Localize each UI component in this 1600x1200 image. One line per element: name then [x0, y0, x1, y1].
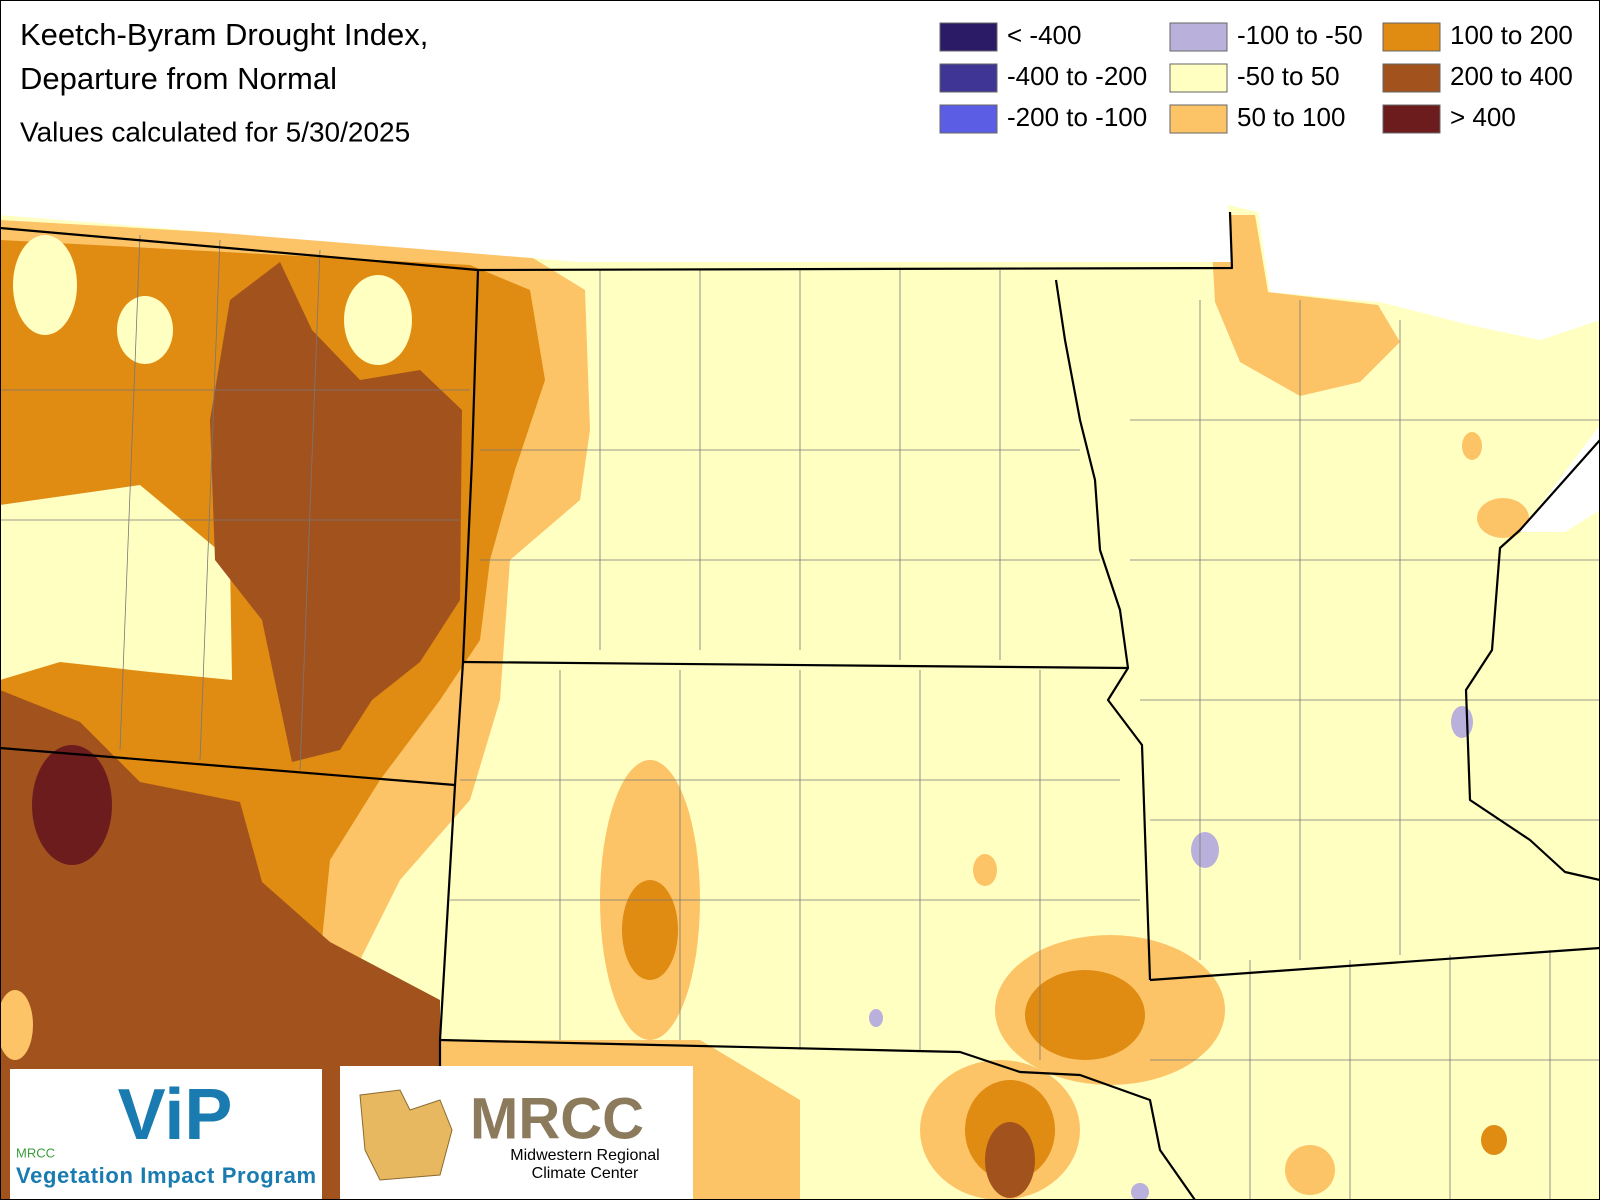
legend-swatch: [939, 104, 998, 134]
legend-label: 100 to 200: [1450, 20, 1573, 50]
legend-swatch: [1169, 22, 1228, 52]
region: [117, 296, 173, 364]
legend-label: 200 to 400: [1450, 61, 1573, 91]
header: Keetch-Byram Drought Index, Departure fr…: [20, 17, 428, 147]
subtitle: Values calculated for 5/30/2025: [20, 116, 410, 147]
region: [973, 854, 997, 886]
legend-swatch: [1169, 104, 1228, 134]
vip-logo: ViP MRCC Vegetation Impact Program: [10, 1069, 322, 1200]
region: [0, 990, 33, 1060]
logo-box: [10, 1069, 322, 1200]
legend-label: -400 to -200: [1007, 61, 1147, 91]
region: [1477, 498, 1529, 538]
logo-name: Midwestern Regional: [510, 1147, 659, 1164]
region: [1210, 215, 1400, 396]
region: [32, 745, 112, 865]
logo-name: Vegetation Impact Program: [16, 1163, 316, 1188]
region: [1285, 1145, 1335, 1195]
legend-swatch: [939, 22, 998, 52]
logo-mark: ViP: [118, 1075, 233, 1155]
title: Departure from Normal: [20, 61, 337, 96]
mrcc-logo: MRCC Midwestern Regional Climate Center: [340, 1066, 693, 1200]
region: [1025, 970, 1145, 1060]
region: [1462, 432, 1482, 460]
region: [210, 262, 462, 762]
legend-swatch: [1382, 104, 1441, 134]
legend-label: > 400: [1450, 102, 1516, 132]
region: [1131, 1183, 1149, 1200]
region: [1481, 1125, 1507, 1155]
region: [0, 485, 232, 680]
logo-small: MRCC: [16, 1145, 55, 1160]
legend-swatch: [939, 63, 998, 93]
legend-label: -100 to -50: [1237, 20, 1363, 50]
lake: [1520, 425, 1600, 532]
region: [622, 880, 678, 980]
legend-label: -50 to 50: [1237, 61, 1340, 91]
legend: < -400 -400 to -200 -200 to -100 -100 to -5…: [939, 20, 1573, 134]
county-lines: [0, 234, 1600, 1200]
legend-label: 50 to 100: [1237, 102, 1345, 132]
region: [985, 1122, 1035, 1198]
legend-swatch: [1382, 22, 1441, 52]
legend-label: < -400: [1007, 20, 1081, 50]
region: [13, 235, 77, 335]
title: Keetch-Byram Drought Index,: [20, 17, 428, 52]
region: [1191, 832, 1219, 868]
region: [344, 275, 412, 365]
region: [869, 1009, 883, 1027]
logo-name: Climate Center: [532, 1165, 639, 1182]
region: [1451, 706, 1473, 738]
legend-label: -200 to -100: [1007, 102, 1147, 132]
state-borders: [0, 211, 1600, 1200]
logo-mark: MRCC: [470, 1086, 644, 1151]
region-icon: [359, 1089, 453, 1181]
legend-swatch: [1382, 63, 1441, 93]
legend-swatch: [1169, 63, 1228, 93]
